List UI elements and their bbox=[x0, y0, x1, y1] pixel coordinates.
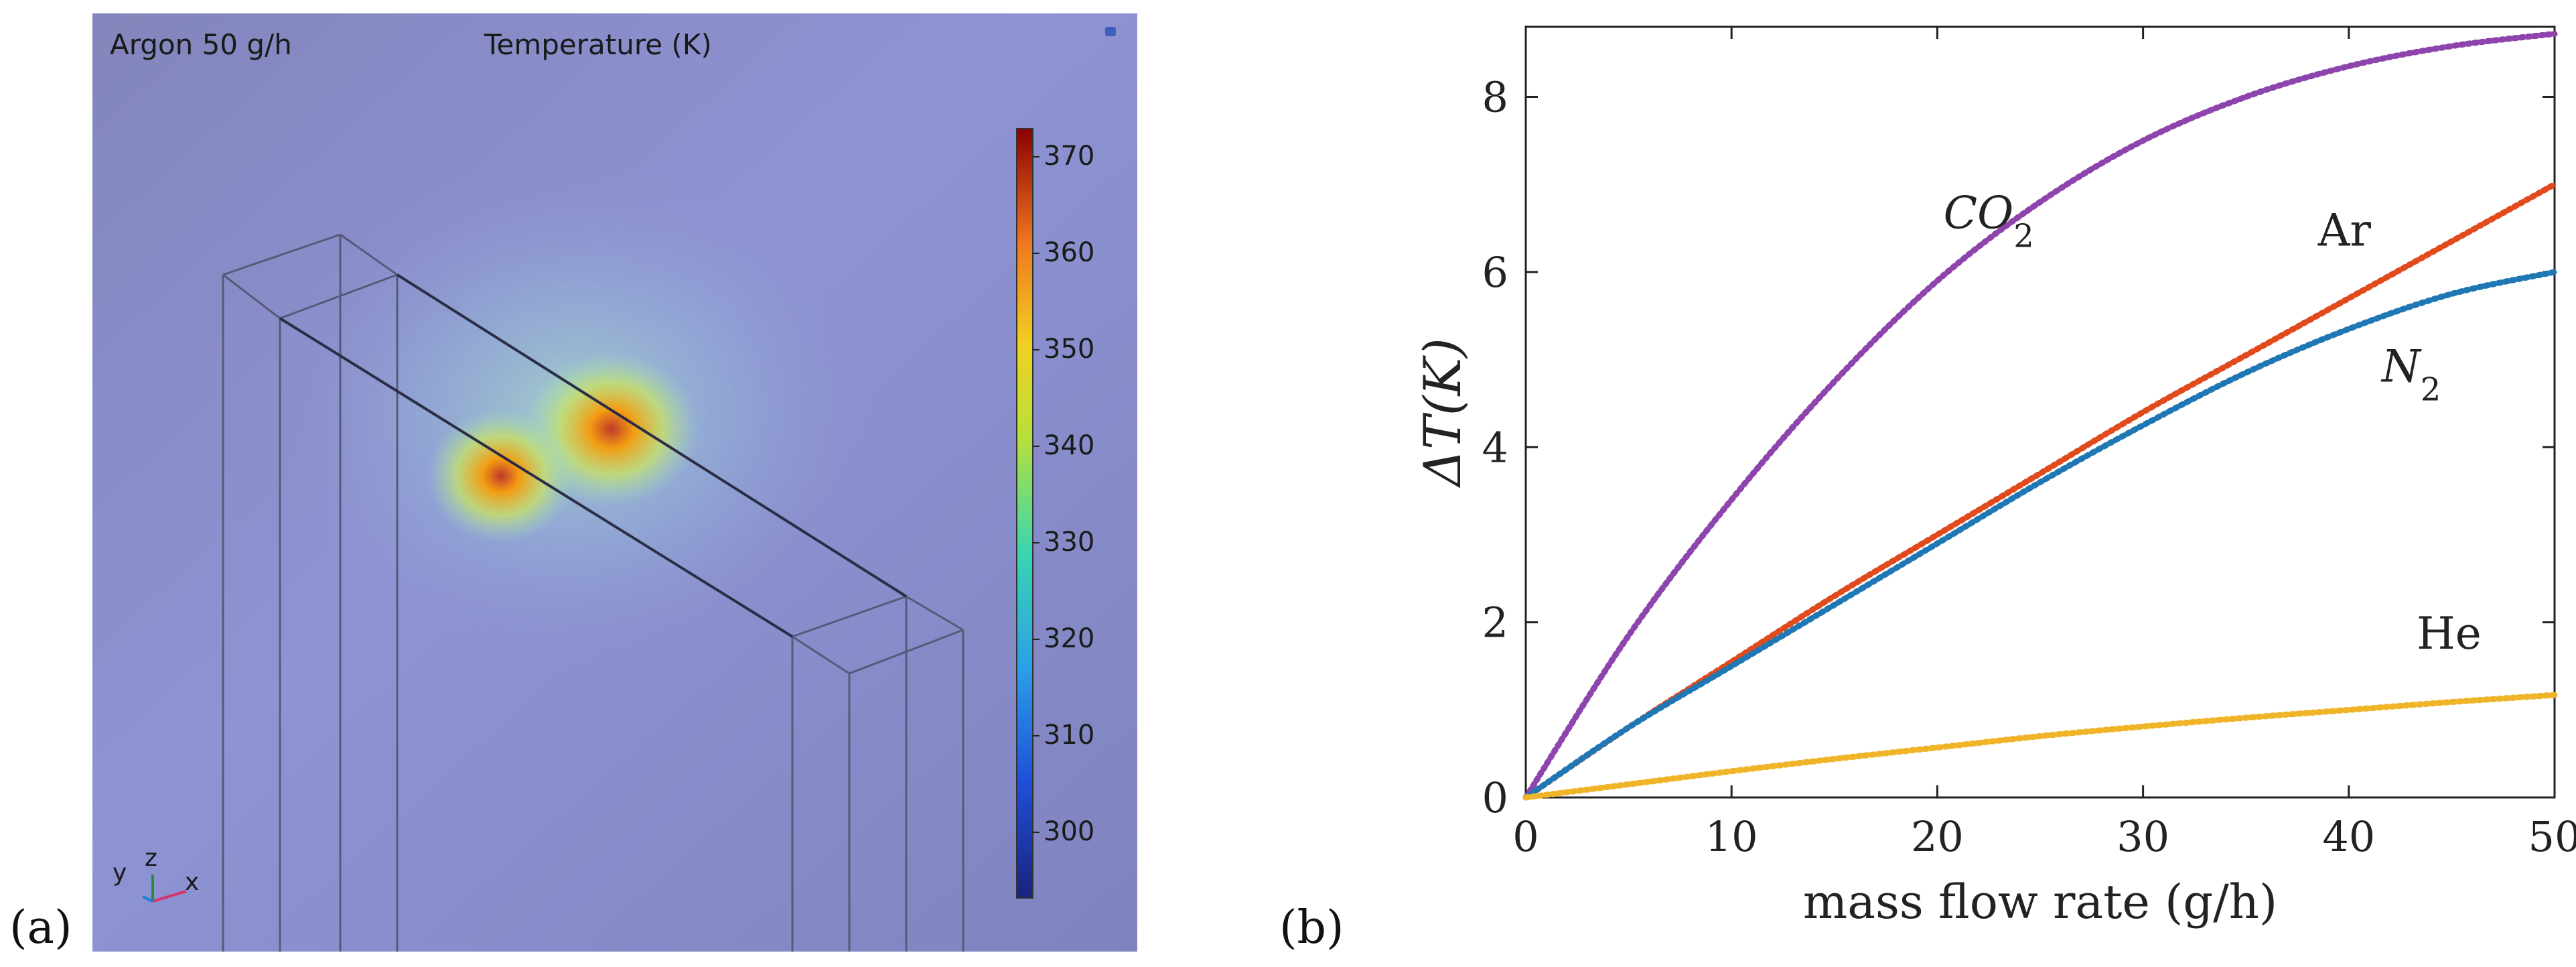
data-point-ar bbox=[1730, 660, 1733, 663]
data-point-he bbox=[2347, 708, 2350, 712]
series-line-he bbox=[1522, 692, 2558, 801]
data-point-ar bbox=[2450, 240, 2453, 243]
data-point-ar bbox=[2039, 472, 2042, 475]
series-label-he: He bbox=[2417, 608, 2482, 659]
wireframe-top-edges bbox=[279, 273, 908, 638]
data-point-ar bbox=[1936, 533, 1939, 536]
x-axis-label: mass flow rate (g/h) bbox=[1803, 875, 2277, 929]
data-point-n bbox=[1627, 726, 1630, 729]
colorbar-tick-label: 350 bbox=[1044, 334, 1095, 365]
data-point-he bbox=[2039, 734, 2042, 738]
triad-label-x: x bbox=[185, 868, 200, 896]
colorbar-ticks bbox=[1033, 156, 1040, 833]
series-labels: CO2 Ar N2 He bbox=[1944, 188, 2482, 659]
data-point-co bbox=[2141, 139, 2145, 142]
data-point-ar bbox=[2141, 411, 2145, 413]
data-point-he bbox=[2553, 694, 2556, 697]
triad-label-z: z bbox=[145, 844, 157, 872]
data-point-n bbox=[2141, 424, 2145, 427]
data-point-he bbox=[1833, 757, 1836, 761]
field-title: Temperature (K) bbox=[484, 28, 712, 61]
axes-triad-icon bbox=[142, 875, 187, 903]
x-tick-label: 10 bbox=[1705, 812, 1758, 861]
x-tick-label: 50 bbox=[2528, 812, 2576, 861]
data-point-co bbox=[2450, 44, 2453, 48]
data-point-co bbox=[1730, 498, 1733, 501]
y-tick-label: 0 bbox=[1482, 773, 1508, 822]
data-point-he bbox=[2450, 700, 2453, 704]
colorbar-tick-label: 370 bbox=[1044, 141, 1095, 172]
data-point-he bbox=[2244, 716, 2248, 720]
data-point-n bbox=[1936, 542, 1939, 545]
colorbar-tick-label: 360 bbox=[1044, 237, 1095, 268]
data-point-ar bbox=[1833, 594, 1836, 598]
data-point-co bbox=[2244, 95, 2248, 99]
x-tick-label: 40 bbox=[2322, 812, 2375, 861]
data-point-n bbox=[2347, 327, 2350, 330]
series-label-n: N2 bbox=[2380, 340, 2441, 408]
series-label-co: CO2 bbox=[1944, 188, 2034, 255]
temperature-simulation-view: Argon 50 g/h Temperature (K) 370 360 350… bbox=[92, 13, 1137, 952]
data-point-he bbox=[2141, 725, 2145, 728]
colorbar-tick-label: 320 bbox=[1044, 623, 1095, 654]
series-label-ar: Ar bbox=[2317, 205, 2372, 257]
panel-label-b: (b) bbox=[1279, 901, 1344, 954]
y-axis-label: ΔT(K) bbox=[1413, 338, 1472, 489]
data-point-n bbox=[2553, 270, 2556, 273]
gas-label: Argon 50 g/h bbox=[110, 28, 292, 61]
data-point-ar bbox=[2244, 354, 2248, 357]
hot-spot-2 bbox=[427, 409, 575, 543]
data-point-co bbox=[1936, 279, 1939, 282]
data-point-he bbox=[1627, 783, 1630, 786]
series-line-co bbox=[1522, 30, 2558, 801]
x-tick-label: 30 bbox=[2117, 812, 2169, 861]
colorbar-tick-label: 310 bbox=[1044, 720, 1095, 751]
panel-label-a: (a) bbox=[9, 901, 72, 954]
y-tick-label: 8 bbox=[1482, 73, 1508, 122]
data-point-he bbox=[1524, 796, 1527, 799]
y-tick-label: 6 bbox=[1482, 248, 1508, 297]
simulation-render bbox=[92, 13, 1137, 952]
data-point-ar bbox=[2347, 297, 2350, 300]
colorbar-tick-label: 330 bbox=[1044, 527, 1095, 558]
x-tick-label: 0 bbox=[1512, 812, 1539, 861]
triad-label-y: y bbox=[113, 859, 127, 887]
plot-frame bbox=[1524, 25, 2556, 799]
wireframe-geometry bbox=[222, 233, 964, 952]
data-point-n bbox=[1730, 664, 1733, 667]
y-tick-label: 4 bbox=[1482, 423, 1508, 472]
colorbar-tick-label: 340 bbox=[1044, 430, 1095, 461]
x-tick-label: 20 bbox=[1911, 812, 1964, 861]
data-point-n bbox=[2450, 292, 2453, 296]
view-corner-icon bbox=[1105, 27, 1116, 36]
colorbar bbox=[1016, 128, 1033, 899]
series-line-n bbox=[1522, 269, 2558, 801]
data-point-co bbox=[2039, 200, 2042, 204]
data-point-n bbox=[2039, 480, 2042, 484]
data-point-he bbox=[1936, 746, 1939, 749]
axis-ticks: 0 10 20 30 40 50 0 2 4 6 8 bbox=[1482, 27, 2576, 861]
data-point-n bbox=[2244, 371, 2248, 375]
y-tick-label: 2 bbox=[1482, 598, 1508, 647]
data-point-n bbox=[1833, 603, 1836, 606]
data-point-co bbox=[1833, 380, 1836, 383]
series-layer bbox=[1522, 30, 2558, 801]
data-point-he bbox=[1730, 769, 1733, 773]
data-point-co bbox=[2347, 64, 2350, 68]
data-point-co bbox=[1627, 634, 1630, 637]
data-point-ar bbox=[2553, 183, 2556, 186]
data-point-co bbox=[2553, 32, 2556, 36]
colorbar-tick-label: 300 bbox=[1044, 816, 1095, 847]
